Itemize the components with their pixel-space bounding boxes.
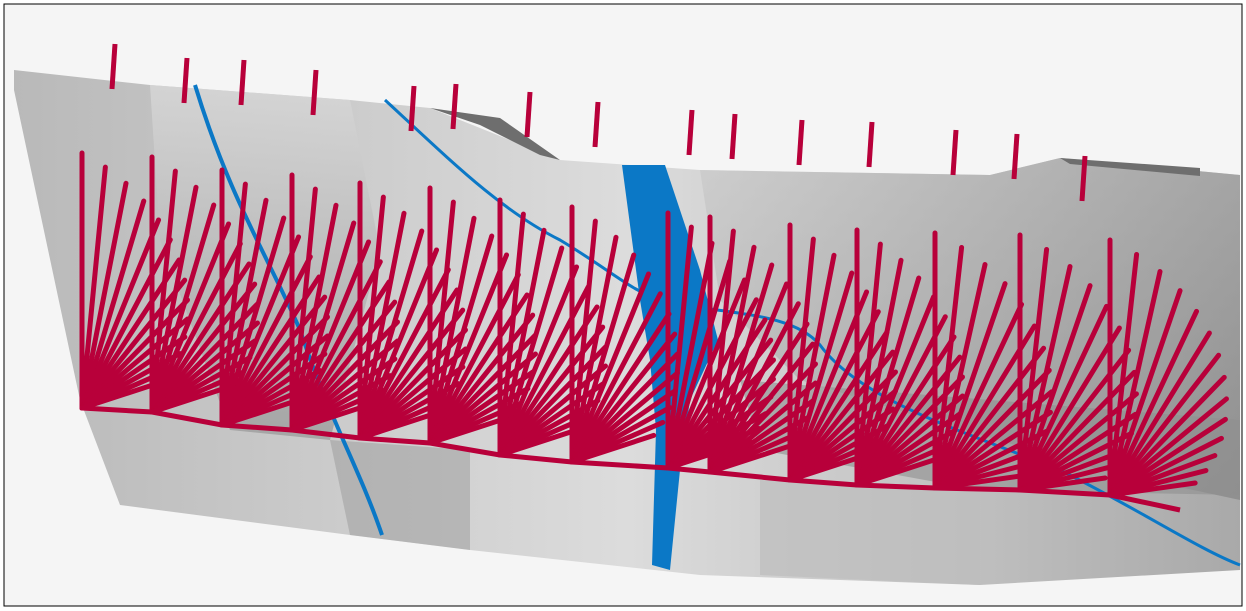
pole	[313, 70, 316, 115]
pole	[241, 60, 244, 105]
pole	[799, 120, 802, 165]
pole	[112, 44, 115, 89]
pole	[184, 58, 187, 103]
pole	[1014, 134, 1017, 179]
pole	[453, 84, 456, 129]
pole	[869, 122, 872, 167]
pole	[595, 102, 598, 147]
page: (() => { const data = JSON.parse(documen…	[0, 0, 1246, 611]
pole	[411, 86, 414, 131]
terrain-facet	[760, 480, 980, 585]
pole	[953, 130, 956, 175]
pole	[1082, 156, 1085, 201]
terrain-view	[0, 0, 1246, 611]
pole	[527, 92, 530, 137]
pole	[689, 110, 692, 155]
pole	[732, 114, 735, 159]
